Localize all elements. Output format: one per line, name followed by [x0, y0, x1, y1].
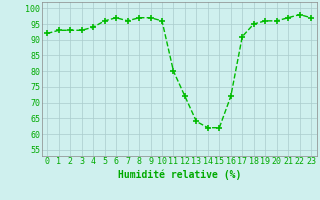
X-axis label: Humidité relative (%): Humidité relative (%) — [117, 169, 241, 180]
